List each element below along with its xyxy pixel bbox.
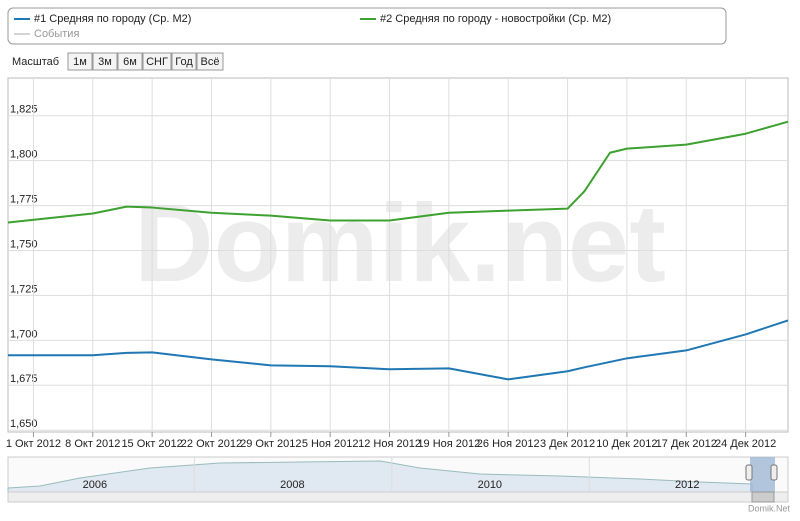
button-label[interactable]: Год: [175, 56, 193, 68]
range-button[interactable]: Всё: [196, 52, 224, 71]
navigator-handle[interactable]: [770, 464, 778, 481]
legend-label[interactable]: События: [34, 28, 79, 40]
lines: [7, 120, 789, 381]
scrollbar-thumb[interactable]: [751, 491, 775, 503]
x-tick-label: 3 Дек 2012: [540, 438, 595, 450]
y-tick-label: 1,650: [10, 418, 38, 430]
button-box[interactable]: [171, 52, 197, 71]
button-box[interactable]: [117, 52, 143, 71]
legend-box: [7, 7, 727, 45]
plot-border: [7, 77, 789, 433]
x-tick-label: 17 Дек 2012: [656, 438, 717, 450]
grid: 1,650 1,675 1,700 1,725 1,750 1,775 1,800 1,825…: [6, 78, 788, 450]
x-tick-label: 26 Ноя 2012: [477, 438, 540, 450]
button-label[interactable]: Всё: [201, 56, 220, 68]
navigator-label: 2008: [280, 479, 304, 491]
button-box[interactable]: [196, 52, 224, 71]
button-box[interactable]: [67, 52, 93, 71]
watermark: Domik.net: [134, 182, 666, 305]
navigator-label: 2010: [478, 479, 502, 491]
y-tick-label: 1,825: [10, 104, 38, 116]
button-box[interactable]: [142, 52, 172, 71]
range-label: Масштаб: [12, 56, 59, 68]
legend-label[interactable]: #1 Средняя по городу (Ср. М2): [34, 13, 191, 25]
x-tick-label: 10 Дек 2012: [596, 438, 657, 450]
button-label[interactable]: СНГ: [146, 56, 168, 68]
legend-label[interactable]: #2 Средняя по городу - новостройки (Ср. …: [380, 13, 611, 25]
navigator-handle[interactable]: [745, 464, 753, 481]
x-tick-label: 8 Окт 2012: [65, 438, 120, 450]
range-button[interactable]: 1м: [67, 52, 93, 71]
series-line: [8, 319, 789, 381]
y-tick-label: 1,775: [10, 193, 38, 205]
range-button[interactable]: СНГ: [142, 52, 172, 71]
legend: #1 Средняя по городу (Ср. М2) #2 Средняя …: [14, 13, 611, 40]
navigator-label: 2006: [83, 479, 107, 491]
button-box[interactable]: [92, 52, 118, 71]
button-label[interactable]: 3м: [98, 56, 112, 68]
x-tick-label: 12 Ноя 2012: [358, 438, 421, 450]
x-tick-label: 29 Окт 2012: [240, 438, 301, 450]
range-button[interactable]: 6м: [117, 52, 143, 71]
navigator-label: 2012: [675, 479, 699, 491]
x-tick-label: 1 Окт 2012: [6, 438, 61, 450]
credit: Domik.Net: [748, 503, 791, 513]
y-tick-label: 1,800: [10, 149, 38, 161]
scrollbar[interactable]: [7, 491, 789, 503]
navigator: 2006 2008 2010 2012: [7, 456, 789, 503]
x-tick-label: 24 Дек 2012: [715, 438, 776, 450]
y-tick-label: 1,675: [10, 373, 38, 385]
range-button[interactable]: 3м: [92, 52, 118, 71]
series-line: [7, 120, 789, 224]
y-tick-label: 1,700: [10, 328, 38, 340]
x-tick-label: 19 Ноя 2012: [417, 438, 480, 450]
range-buttons: 1м 3м 6м СНГ Год Всё: [67, 52, 224, 71]
button-label[interactable]: 6м: [123, 56, 137, 68]
x-tick-label: 15 Окт 2012: [121, 438, 182, 450]
button-label[interactable]: 1м: [73, 56, 87, 68]
y-tick-label: 1,725: [10, 283, 38, 295]
range-button[interactable]: Год: [171, 52, 197, 71]
y-tick-label: 1,750: [10, 238, 38, 250]
x-tick-label: 22 Окт 2012: [181, 438, 242, 450]
x-tick-label: 5 Ноя 2012: [302, 438, 359, 450]
